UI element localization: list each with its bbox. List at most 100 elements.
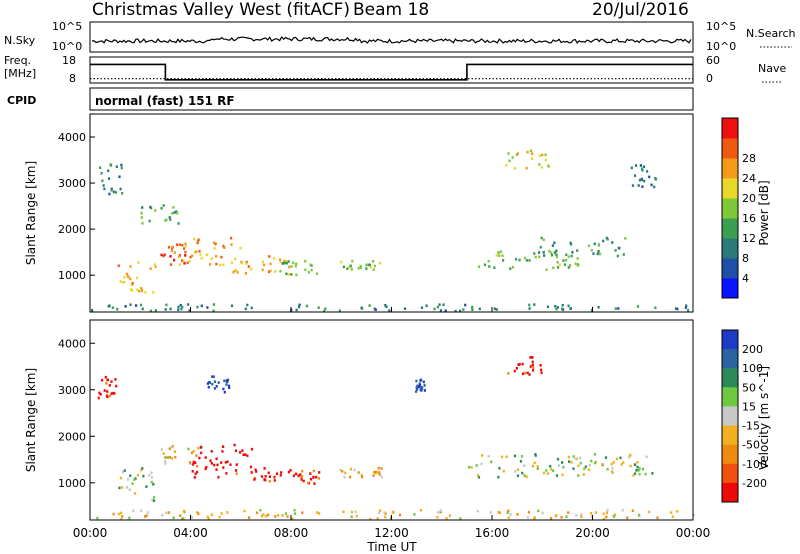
colorbar-segment bbox=[722, 178, 738, 199]
heatmap-cell bbox=[517, 468, 520, 471]
heatmap-cell bbox=[131, 482, 134, 485]
heatmap-cell bbox=[166, 456, 169, 459]
heatmap-cell bbox=[540, 371, 543, 375]
heatmap-cell bbox=[636, 461, 639, 464]
heatmap-cell bbox=[614, 307, 617, 310]
heatmap-cell bbox=[267, 471, 270, 475]
heatmap-cell bbox=[164, 308, 167, 311]
heatmap-cell bbox=[99, 166, 102, 169]
heatmap-cell bbox=[507, 509, 510, 513]
freq-tick-bottom: 8 bbox=[69, 72, 76, 85]
heatmap-cell bbox=[533, 517, 536, 520]
heatmap-cell bbox=[541, 153, 544, 157]
heatmap-cell bbox=[132, 509, 135, 513]
heatmap-cell bbox=[565, 515, 568, 518]
heatmap-cell bbox=[497, 475, 500, 479]
heatmap-cell bbox=[121, 486, 124, 489]
heatmap-cell bbox=[173, 258, 176, 262]
heatmap-cell bbox=[656, 516, 659, 520]
heatmap-cell bbox=[548, 249, 551, 253]
heatmap-cell bbox=[301, 475, 304, 478]
heatmap-cell bbox=[253, 478, 256, 481]
heatmap-cell bbox=[141, 206, 144, 209]
heatmap-cell bbox=[350, 510, 354, 514]
heatmap-cell bbox=[145, 485, 148, 488]
heatmap-cell bbox=[190, 451, 194, 454]
heatmap-cell bbox=[555, 307, 558, 311]
heatmap-cell bbox=[520, 455, 524, 458]
heatmap-cell bbox=[234, 269, 237, 272]
heatmap-cell bbox=[264, 514, 268, 518]
heatmap-cell bbox=[141, 467, 144, 470]
heatmap-cell bbox=[255, 511, 259, 515]
heatmap-cell bbox=[378, 471, 381, 474]
velocity-colorbar-label: Velocity [m s^-1] bbox=[757, 366, 771, 470]
heatmap-cell bbox=[423, 389, 426, 392]
heatmap-cell bbox=[560, 307, 564, 311]
heatmap-cell bbox=[199, 446, 202, 449]
heatmap-cell bbox=[99, 393, 102, 396]
heatmap-cell bbox=[286, 515, 289, 518]
heatmap-cell bbox=[641, 168, 644, 172]
heatmap-cell bbox=[606, 467, 609, 471]
heatmap-cell bbox=[631, 509, 634, 512]
beam-label: Beam 18 bbox=[353, 0, 429, 20]
heatmap-cell bbox=[224, 461, 227, 464]
heatmap-cell bbox=[540, 368, 543, 372]
heatmap-cell bbox=[584, 465, 587, 469]
heatmap-cell bbox=[215, 385, 218, 388]
heatmap-cell bbox=[140, 287, 143, 290]
heatmap-cell bbox=[359, 264, 362, 268]
heatmap-cell bbox=[521, 362, 524, 366]
x-axis-label: Time UT bbox=[366, 540, 417, 554]
heatmap-cell bbox=[242, 453, 245, 456]
heatmap-cell bbox=[235, 472, 238, 475]
heatmap-cell bbox=[613, 515, 616, 518]
heatmap-cell bbox=[190, 516, 194, 519]
heatmap-cell bbox=[464, 303, 467, 307]
heatmap-cell bbox=[374, 308, 377, 311]
heatmap-cell bbox=[120, 517, 123, 521]
heatmap-cell bbox=[513, 369, 516, 373]
heatmap-cell bbox=[140, 211, 143, 215]
heatmap-cell bbox=[630, 166, 633, 170]
heatmap-cell bbox=[250, 267, 253, 271]
heatmap-cell bbox=[106, 390, 109, 393]
heatmap-cell bbox=[495, 308, 498, 311]
heatmap-cell bbox=[501, 254, 504, 257]
heatmap-cell bbox=[349, 467, 352, 471]
heatmap-cell bbox=[279, 474, 282, 477]
heatmap-cell bbox=[209, 459, 212, 462]
heatmap-cell bbox=[537, 509, 540, 513]
heatmap-cell bbox=[165, 218, 168, 222]
heatmap-cell bbox=[152, 482, 155, 486]
heatmap-cell bbox=[349, 265, 352, 268]
heatmap-cell bbox=[587, 244, 590, 248]
heatmap-cell bbox=[530, 152, 534, 155]
heatmap-cell bbox=[643, 179, 646, 183]
heatmap-cell bbox=[533, 461, 536, 465]
heatmap-cell bbox=[241, 261, 244, 265]
heatmap-cell bbox=[269, 262, 272, 266]
heatmap-cell bbox=[530, 157, 534, 160]
colorbar-segment bbox=[722, 278, 738, 299]
heatmap-cell bbox=[422, 380, 425, 384]
heatmap-cell bbox=[543, 254, 546, 257]
heatmap-cell bbox=[550, 468, 553, 471]
power-panel: 1000 2000 3000 4000 bbox=[58, 113, 694, 313]
heatmap-cell bbox=[210, 450, 213, 453]
heatmap-cell bbox=[338, 309, 341, 313]
heatmap-cell bbox=[318, 471, 321, 474]
colorbar-tick-label: -15 bbox=[742, 420, 760, 433]
heatmap-cell bbox=[601, 463, 604, 466]
heatmap-cell bbox=[293, 512, 296, 515]
heatmap-cell bbox=[538, 163, 541, 166]
heatmap-cell bbox=[521, 372, 525, 376]
nsky-label: N.Sky bbox=[4, 34, 36, 47]
heatmap-cell bbox=[546, 472, 549, 475]
heatmap-cell bbox=[533, 303, 536, 306]
heatmap-cell bbox=[108, 394, 112, 398]
heatmap-cell bbox=[215, 254, 218, 258]
heatmap-cell bbox=[576, 249, 579, 252]
